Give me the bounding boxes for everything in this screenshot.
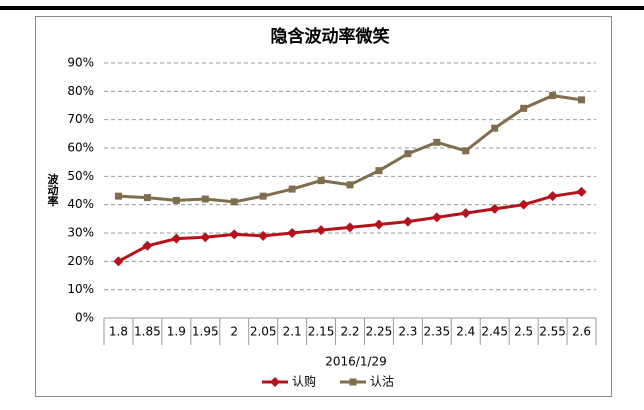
point-marker: [200, 232, 211, 243]
y-tick-label: 40%: [67, 197, 94, 211]
point-marker: [172, 196, 180, 204]
x-tick-label: 1.9: [167, 325, 186, 339]
point-marker: [549, 92, 557, 100]
point-marker: [287, 228, 298, 238]
x-tick-label: 2.45: [481, 325, 508, 339]
chart-title: 隐含波动率微笑: [271, 26, 390, 47]
point-marker: [404, 150, 412, 158]
x-axis-title: 2016/1/29: [325, 355, 387, 369]
point-marker: [346, 181, 354, 189]
x-tick-label: 2.2: [340, 325, 359, 339]
x-tick-label: 2.5: [514, 325, 533, 339]
y-tick-label: 60%: [67, 141, 94, 155]
point-marker: [114, 192, 122, 200]
point-marker: [288, 185, 296, 193]
point-marker: [143, 194, 151, 202]
x-tick-label: 2.05: [250, 325, 277, 339]
legend-marker: [349, 378, 357, 386]
x-tick-label: 2.1: [283, 325, 302, 339]
x-tick-label: 1.85: [134, 325, 161, 339]
x-tick-label: 2.6: [572, 325, 591, 339]
point-marker: [230, 198, 238, 206]
point-marker: [229, 229, 240, 240]
point-marker: [201, 195, 209, 203]
legend-label: 认购: [292, 374, 316, 389]
y-axis-title: 波动率: [46, 172, 59, 207]
y-tick-label: 10%: [67, 282, 94, 296]
point-marker: [491, 124, 499, 132]
x-tick-label: 2: [230, 325, 238, 339]
y-tick-label: 70%: [67, 112, 94, 126]
point-marker: [578, 96, 586, 104]
legend-marker: [270, 377, 280, 387]
y-tick-label: 90%: [67, 56, 94, 70]
x-tick-label: 1.95: [192, 325, 219, 339]
point-marker: [402, 216, 413, 227]
x-tick-label: 2.25: [366, 325, 393, 339]
point-marker: [345, 222, 355, 233]
point-marker: [547, 191, 558, 202]
point-marker: [431, 212, 442, 223]
point-marker: [373, 219, 384, 230]
y-tick-label: 20%: [67, 254, 94, 268]
x-tick-label: 2.4: [456, 325, 475, 339]
point-marker: [375, 167, 383, 175]
x-tick-label: 2.3: [398, 325, 417, 339]
x-tick-label: 1.8: [109, 325, 128, 339]
point-marker: [462, 147, 470, 155]
x-tick-label: 2.35: [423, 325, 450, 339]
point-marker: [520, 104, 528, 112]
x-tick-label: 2.15: [308, 325, 335, 339]
point-marker: [518, 199, 529, 210]
point-marker: [259, 192, 267, 200]
y-tick-label: 0%: [75, 311, 94, 325]
point-marker: [171, 233, 182, 244]
legend-label: 认沽: [370, 375, 394, 389]
point-marker: [317, 177, 325, 185]
y-tick-label: 80%: [67, 84, 94, 98]
point-marker: [460, 208, 471, 219]
y-tick-label: 30%: [67, 226, 94, 240]
top-rule: [0, 6, 644, 10]
point-marker: [433, 138, 441, 146]
point-marker: [113, 256, 124, 267]
x-tick-label: 2.55: [539, 325, 566, 339]
point-marker: [316, 225, 327, 236]
point-marker: [576, 186, 587, 197]
point-marker: [489, 203, 500, 214]
point-marker: [258, 230, 269, 241]
y-tick-label: 50%: [67, 169, 94, 183]
point-marker: [142, 240, 153, 251]
